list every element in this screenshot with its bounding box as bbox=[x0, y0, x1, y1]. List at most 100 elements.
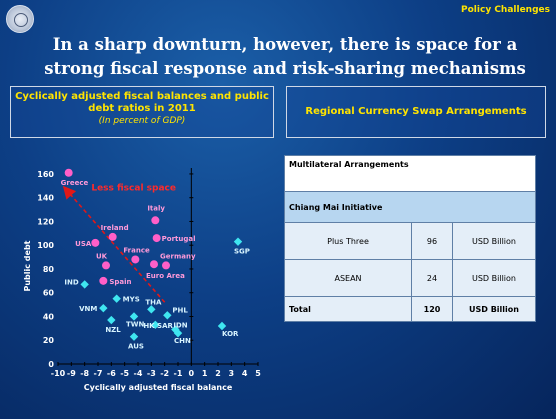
swap-table: Multilateral Arrangements Chiang Mai Ini… bbox=[284, 155, 536, 322]
point-label: THA bbox=[145, 298, 162, 306]
point-label: KOR bbox=[222, 330, 239, 338]
point-chn bbox=[173, 328, 183, 338]
point-spain bbox=[99, 276, 108, 285]
table-row: Plus Three 96 USD Billion bbox=[284, 222, 536, 260]
point-label: VNM bbox=[79, 305, 97, 313]
point-ireland bbox=[108, 232, 117, 241]
y-axis-label: Public debt bbox=[23, 240, 32, 291]
table-group-row: Chiang Mai Initiative bbox=[284, 191, 536, 223]
point-aus bbox=[129, 332, 139, 341]
table-total-row: Total 120 USD Billion bbox=[284, 296, 536, 322]
table-group: Chiang Mai Initiative bbox=[284, 191, 536, 223]
x-axis-label: Cyclically adjusted fiscal balance bbox=[84, 383, 233, 392]
y-tick-label: 0 bbox=[48, 360, 54, 369]
x-tick-label: -7 bbox=[94, 369, 103, 378]
x-tick-label: -3 bbox=[147, 369, 156, 378]
point-mys bbox=[112, 294, 121, 303]
point-label: Greece bbox=[61, 179, 89, 187]
point-label: Ireland bbox=[101, 224, 129, 232]
point-label: Portugal bbox=[162, 235, 196, 243]
point-greece bbox=[64, 168, 73, 177]
point-germany bbox=[162, 261, 170, 270]
x-tick-label: 5 bbox=[255, 369, 261, 378]
swap-title-box: Regional Currency Swap Arrangements bbox=[286, 86, 546, 138]
point-label: SGP bbox=[234, 248, 250, 256]
table-header-row: Multilateral Arrangements bbox=[284, 155, 536, 192]
point-label: IDN bbox=[173, 322, 187, 330]
row-value: 24 bbox=[411, 259, 453, 297]
point-idn bbox=[171, 325, 180, 334]
x-tick-label: 3 bbox=[229, 369, 235, 378]
section-tag: Policy Challenges bbox=[461, 5, 550, 15]
y-tick-label: 160 bbox=[37, 170, 54, 179]
point-label: UK bbox=[96, 252, 108, 260]
chart-subtitle: (In percent of GDP) bbox=[98, 116, 186, 126]
point-label: TWN bbox=[126, 320, 144, 328]
x-tick-label: -10 bbox=[51, 369, 66, 378]
x-tick-label: -5 bbox=[120, 369, 129, 378]
y-tick-label: 120 bbox=[37, 217, 54, 226]
trend-arrow bbox=[62, 185, 166, 303]
row-name: Plus Three bbox=[284, 222, 412, 260]
table-row: ASEAN 24 USD Billion bbox=[284, 259, 536, 297]
point-portugal bbox=[152, 234, 161, 243]
point-label: CHN bbox=[174, 337, 191, 345]
point-label: NZL bbox=[105, 326, 121, 334]
point-label: France bbox=[123, 246, 150, 254]
annotation-label: Less fiscal space bbox=[91, 184, 176, 194]
y-tick-label: 20 bbox=[43, 336, 55, 345]
total-name: Total bbox=[284, 296, 412, 322]
point-euro-area bbox=[150, 260, 158, 269]
y-tick-label: 80 bbox=[43, 265, 55, 274]
x-tick-label: -2 bbox=[160, 369, 169, 378]
point-italy bbox=[151, 216, 160, 225]
imf-seal-icon bbox=[6, 5, 34, 33]
row-value: 96 bbox=[411, 222, 453, 260]
point-ind bbox=[80, 280, 89, 289]
x-tick-label: 0 bbox=[189, 369, 195, 378]
table-header: Multilateral Arrangements bbox=[284, 155, 536, 192]
point-sgp bbox=[233, 237, 243, 246]
point-label: MYS bbox=[123, 296, 140, 304]
point-uk bbox=[102, 261, 110, 270]
x-tick-label: -1 bbox=[174, 369, 183, 378]
y-tick-label: 40 bbox=[43, 312, 55, 321]
row-unit: USD Billion bbox=[452, 222, 536, 260]
point-tha bbox=[147, 305, 156, 314]
chart-title-line1: Cyclically adjusted fiscal balances and … bbox=[15, 91, 269, 102]
y-tick-label: 100 bbox=[37, 241, 54, 250]
point-label: IND bbox=[64, 278, 78, 286]
point-label: Spain bbox=[109, 278, 131, 286]
x-tick-label: -8 bbox=[80, 369, 89, 378]
point-label: Euro Area bbox=[146, 272, 185, 280]
point-vnm bbox=[99, 303, 108, 313]
row-name: ASEAN bbox=[284, 259, 412, 297]
y-tick-label: 60 bbox=[43, 289, 55, 298]
point-twn bbox=[129, 312, 139, 321]
point-france bbox=[131, 255, 140, 264]
point-nzl bbox=[107, 315, 116, 325]
x-tick-label: -9 bbox=[67, 369, 76, 378]
point-label: Italy bbox=[147, 204, 165, 212]
point-usa bbox=[91, 238, 100, 247]
point-label: Germany bbox=[160, 252, 196, 260]
point-label: USA bbox=[75, 240, 92, 248]
x-tick-label: 1 bbox=[202, 369, 208, 378]
x-tick-label: 2 bbox=[215, 369, 221, 378]
x-tick-label: -4 bbox=[134, 369, 143, 378]
point-phl bbox=[163, 311, 172, 320]
slide-title: In a sharp downturn, however, there is s… bbox=[44, 35, 526, 78]
chart-title-box: Cyclically adjusted fiscal balances and … bbox=[10, 86, 274, 138]
point-label: AUS bbox=[128, 343, 144, 351]
swap-title: Regional Currency Swap Arrangements bbox=[305, 106, 527, 117]
chart-title-line2: debt ratios in 2011 bbox=[88, 103, 196, 114]
total-unit: USD Billion bbox=[452, 296, 536, 322]
point-kor bbox=[217, 321, 227, 331]
x-tick-label: 4 bbox=[242, 369, 248, 378]
total-value: 120 bbox=[411, 296, 453, 322]
row-unit: USD Billion bbox=[452, 259, 536, 297]
point-label: PHL bbox=[172, 306, 188, 314]
point-label: HK SAR bbox=[143, 322, 173, 330]
